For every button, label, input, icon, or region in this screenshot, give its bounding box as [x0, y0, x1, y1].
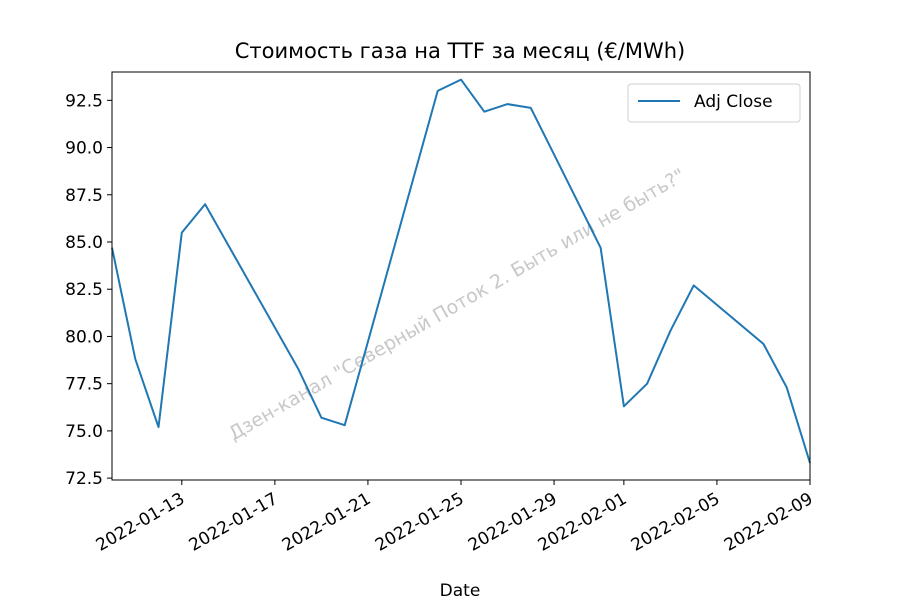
x-tick-label: 2022-01-17	[186, 489, 282, 556]
x-tick-label: 2022-02-05	[628, 489, 724, 556]
y-tick-label: 77.5	[65, 375, 103, 395]
y-tick-label: 87.5	[65, 186, 103, 206]
x-tick-label: 2022-01-21	[279, 489, 375, 556]
y-tick-label: 72.5	[65, 469, 103, 489]
x-tick-label: 2022-02-09	[721, 489, 817, 556]
plot-frame	[111, 71, 811, 481]
y-tick-label: 82.5	[65, 280, 103, 300]
y-tick-label: 75.0	[65, 422, 103, 442]
series-line-adj-close	[111, 78, 811, 464]
watermark-text: Дзен-канал "Северный Поток 2. Быть или н…	[225, 164, 689, 445]
watermark: Дзен-канал "Северный Поток 2. Быть или н…	[225, 164, 689, 445]
legend-label: Adj Close	[694, 92, 773, 112]
legend: Adj Close	[627, 83, 801, 123]
y-tick-label: 92.5	[65, 91, 103, 111]
y-tick-label: 90.0	[65, 139, 103, 159]
y-tick-label: 80.0	[65, 327, 103, 347]
chart-title: Стоимость газа на TTF за месяц (€/MWh)	[235, 39, 685, 63]
legend-box	[627, 83, 801, 123]
x-tick-label: 2022-01-13	[93, 489, 189, 556]
x-tick-label: 2022-01-25	[372, 489, 468, 556]
x-axis-label: Date	[440, 581, 481, 600]
y-tick-label: 85.0	[65, 233, 103, 253]
